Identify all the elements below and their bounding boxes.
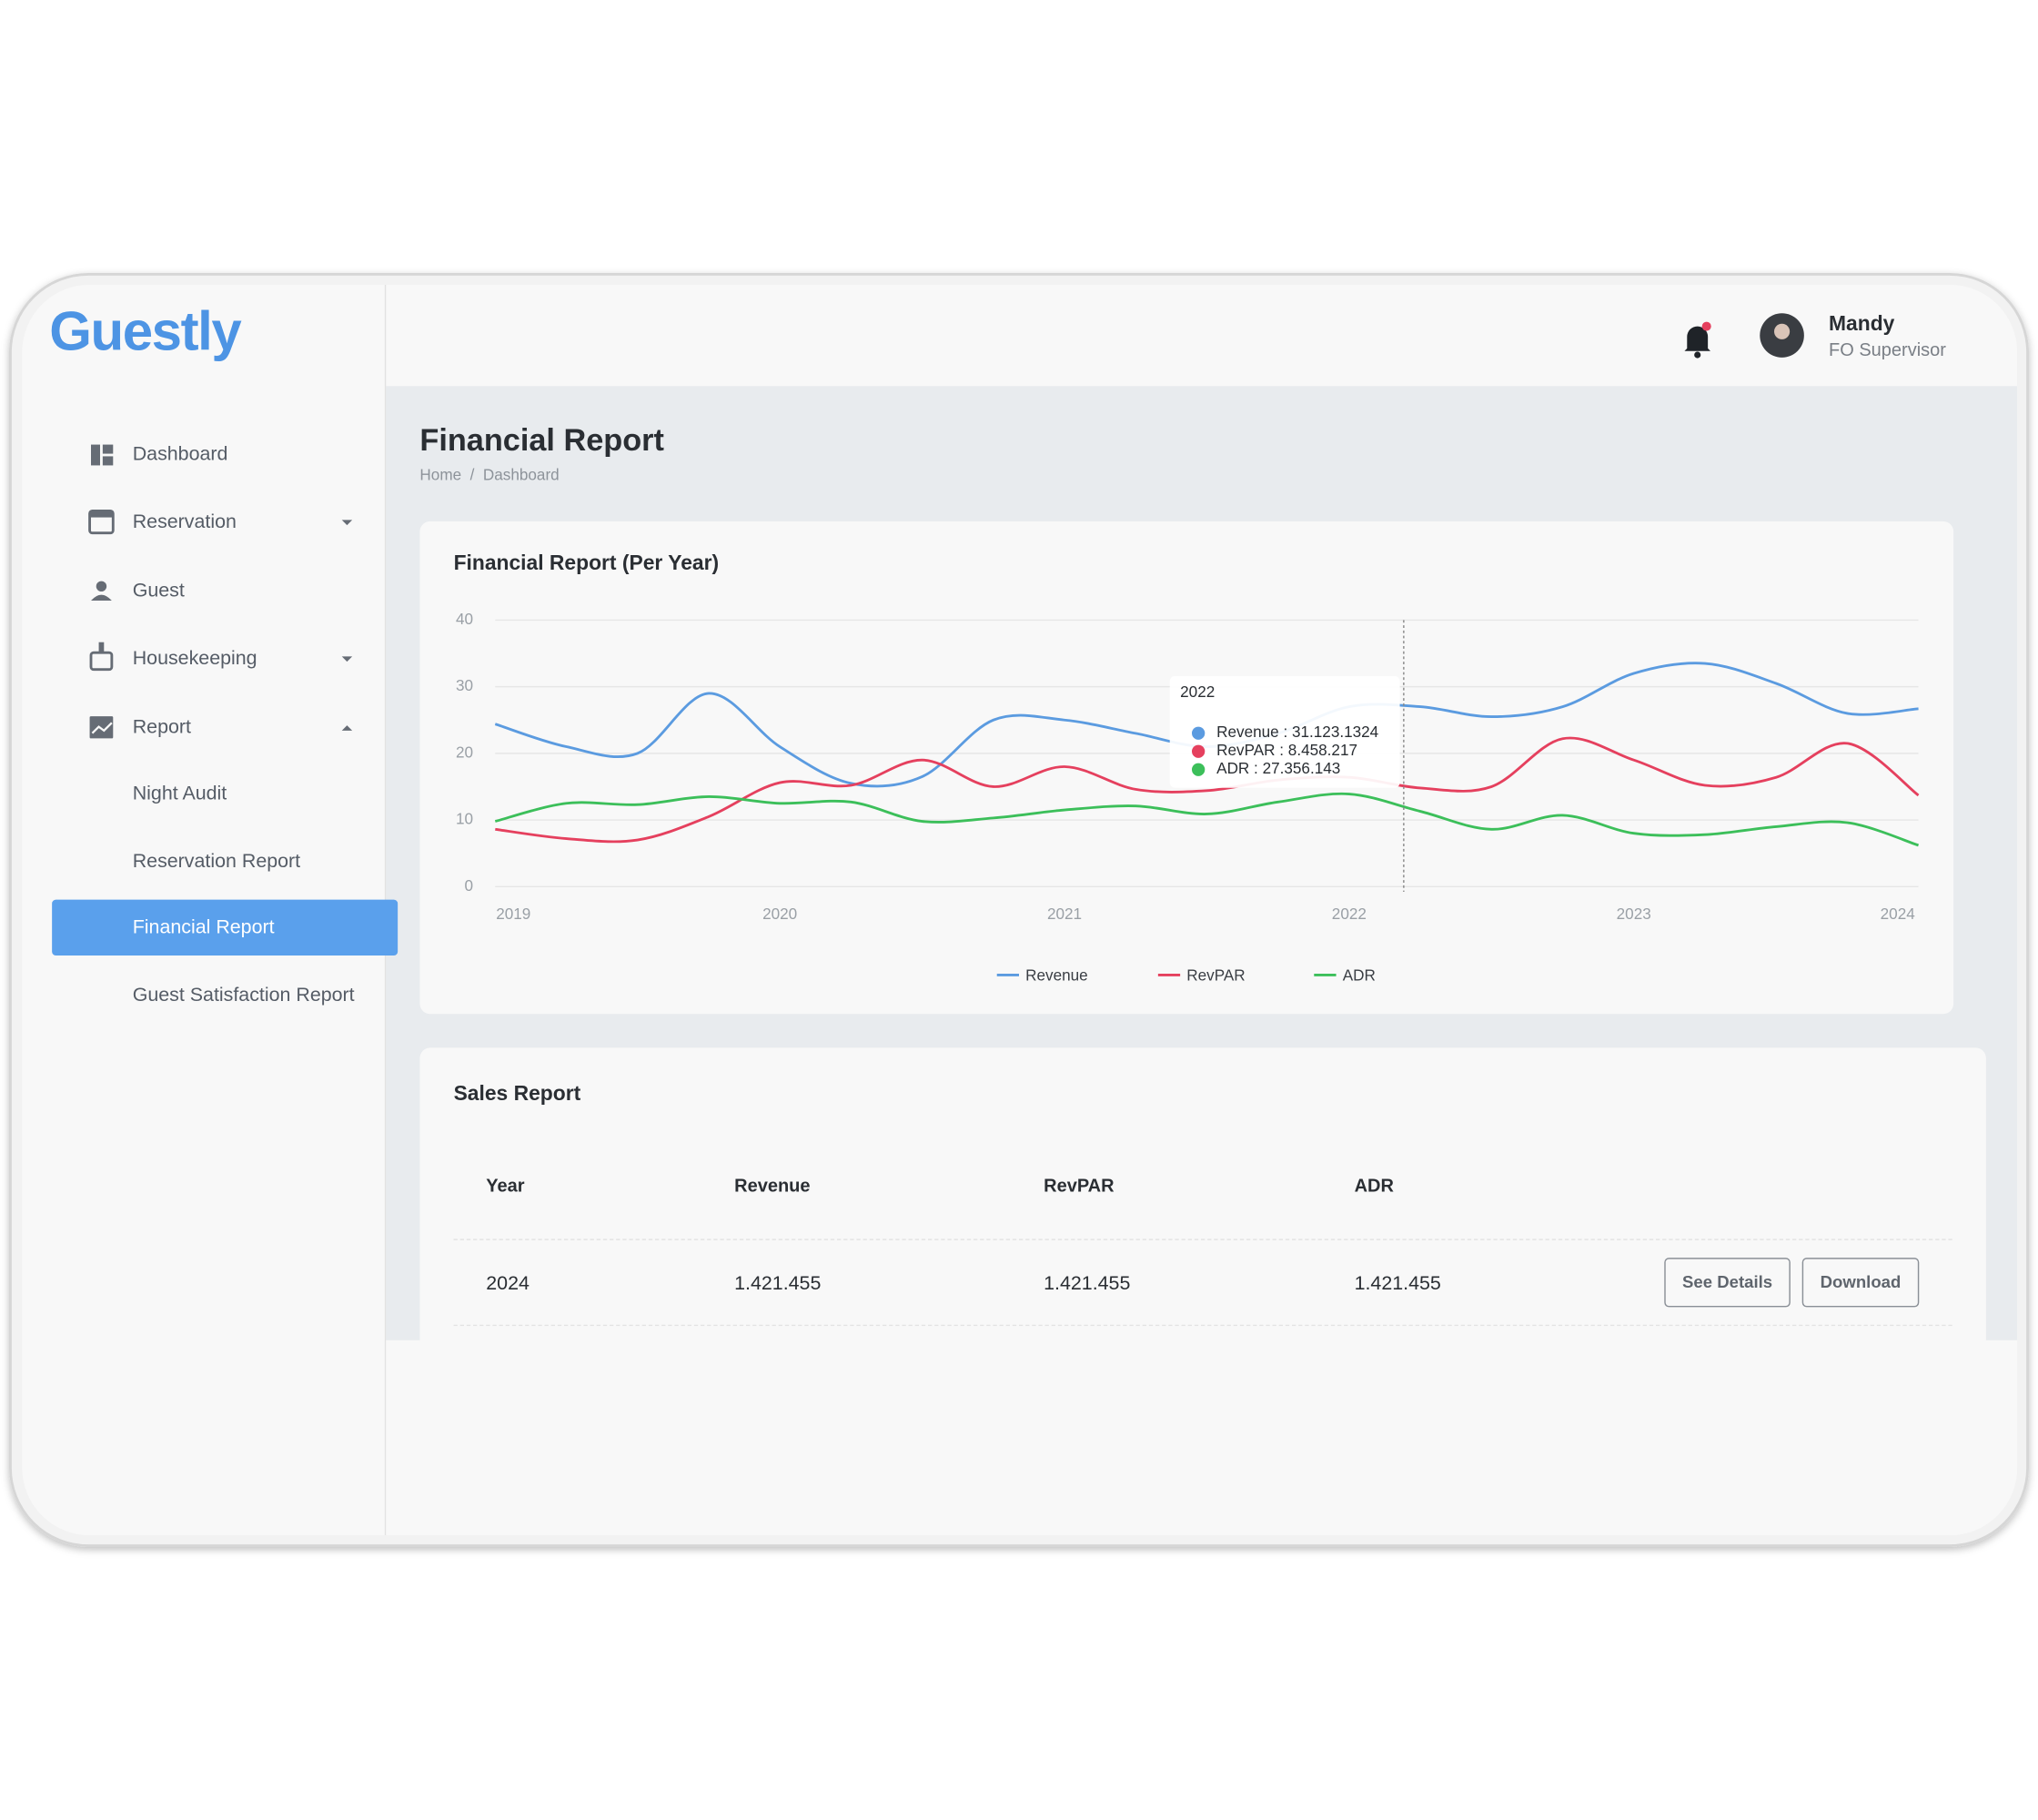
breadcrumb[interactable]: Home / Dashboard bbox=[419, 465, 559, 483]
chart: 0 10 20 30 40 2019 2020 2021 2022 2023 2024 2022 Rev… bbox=[456, 610, 1920, 984]
x-tick-label: 2022 bbox=[1332, 905, 1367, 923]
active-menu-bg[interactable] bbox=[52, 899, 399, 956]
page-title: Financial Report bbox=[419, 423, 663, 458]
tooltip-title: 2022 bbox=[1180, 682, 1215, 701]
table: Year Revenue RevPAR ADR 2024 1.421.455 1.421.4… bbox=[486, 1177, 1920, 1308]
tooltip-item: Revenue : 31.123.1324 bbox=[1216, 723, 1379, 741]
user-role: FO Supervisor bbox=[1829, 340, 1946, 360]
guest-icon bbox=[96, 581, 107, 592]
action-button-label[interactable]: See Details bbox=[1682, 1272, 1772, 1291]
legend-label[interactable]: RevPAR bbox=[1186, 966, 1245, 984]
action-button[interactable] bbox=[1664, 1258, 1791, 1308]
table-cell: 2024 bbox=[486, 1272, 530, 1294]
carets bbox=[341, 520, 353, 731]
report-icon bbox=[91, 722, 113, 734]
y-tick-label: 10 bbox=[456, 810, 473, 828]
tooltip-dot bbox=[1192, 763, 1206, 776]
column-header: RevPAR bbox=[1044, 1177, 1115, 1197]
bell[interactable] bbox=[1684, 321, 1711, 359]
table-cell: 1.421.455 bbox=[1044, 1272, 1130, 1294]
housekeeping-icon bbox=[89, 651, 114, 672]
submenu-item[interactable]: Reservation Report bbox=[133, 850, 300, 872]
notification-dot bbox=[1701, 321, 1711, 331]
dashboard-icon bbox=[102, 444, 114, 454]
housekeeping-icon bbox=[98, 642, 105, 653]
dashboard-icon bbox=[102, 456, 114, 466]
action-button[interactable] bbox=[1801, 1258, 1920, 1308]
calendar-icon bbox=[89, 511, 114, 518]
menu-item[interactable]: Dashboard bbox=[133, 443, 228, 465]
legend-label[interactable]: ADR bbox=[1343, 966, 1376, 984]
x-tick-label: 2019 bbox=[496, 905, 530, 923]
column-header: ADR bbox=[1355, 1177, 1395, 1197]
menu-item[interactable]: Reservation bbox=[133, 511, 237, 532]
menu-item[interactable]: Guest bbox=[133, 580, 185, 602]
user-name: Mandy bbox=[1829, 311, 1895, 335]
caret[interactable] bbox=[341, 520, 353, 526]
dashboard-icon bbox=[91, 444, 100, 466]
x-tick-label: 2024 bbox=[1881, 905, 1916, 923]
y-tick-label: 0 bbox=[464, 876, 473, 895]
caret[interactable] bbox=[341, 725, 353, 731]
caret[interactable] bbox=[341, 656, 353, 662]
tooltip-dot bbox=[1192, 726, 1206, 740]
report-icon bbox=[89, 716, 114, 739]
tooltip bbox=[1169, 675, 1400, 788]
column-header: Revenue bbox=[734, 1177, 810, 1197]
guest-icon bbox=[91, 594, 112, 601]
x-tick-label: 2021 bbox=[1047, 905, 1082, 923]
column-header: Year bbox=[486, 1177, 524, 1197]
action-button-label[interactable]: Download bbox=[1821, 1272, 1902, 1291]
menu-icons bbox=[88, 444, 115, 739]
menu-item[interactable]: Report bbox=[133, 716, 191, 738]
y-tick-label: 20 bbox=[456, 743, 473, 761]
x-tick-label: 2023 bbox=[1617, 905, 1651, 923]
bell-icon[interactable] bbox=[1684, 326, 1710, 351]
menu-item[interactable]: Housekeeping bbox=[133, 647, 257, 669]
y-tick-label: 40 bbox=[456, 610, 473, 628]
submenu-item[interactable]: Guest Satisfaction Report bbox=[133, 984, 355, 1006]
avatar-face bbox=[1774, 323, 1791, 339]
submenu-item[interactable]: Night Audit bbox=[133, 783, 227, 804]
table-title: Sales Report bbox=[454, 1081, 581, 1105]
submenu-item[interactable]: Financial Report bbox=[133, 916, 275, 938]
bell-icon bbox=[1694, 351, 1701, 359]
y-tick-label: 30 bbox=[456, 676, 473, 694]
sidebar-menu: Dashboard Reservation Guest Housekeeping Rep… bbox=[133, 443, 355, 1006]
tooltip-item: RevPAR : 8.458.217 bbox=[1216, 741, 1357, 759]
content-footer-bg bbox=[386, 1340, 2018, 1536]
tooltip-dot bbox=[1192, 744, 1206, 758]
logo[interactable]: Guestly bbox=[49, 300, 244, 361]
chart-title: Financial Report (Per Year) bbox=[454, 551, 720, 574]
sales-card bbox=[419, 1047, 1986, 1386]
legend-label[interactable]: Revenue bbox=[1025, 966, 1088, 984]
table-cell: 1.421.455 bbox=[734, 1272, 821, 1294]
tooltip-item: ADR : 27.356.143 bbox=[1216, 759, 1340, 777]
line-series bbox=[494, 792, 1920, 847]
table-cell: 1.421.455 bbox=[1355, 1272, 1441, 1294]
line-series bbox=[495, 736, 1920, 844]
x-tick-label: 2020 bbox=[762, 905, 797, 923]
